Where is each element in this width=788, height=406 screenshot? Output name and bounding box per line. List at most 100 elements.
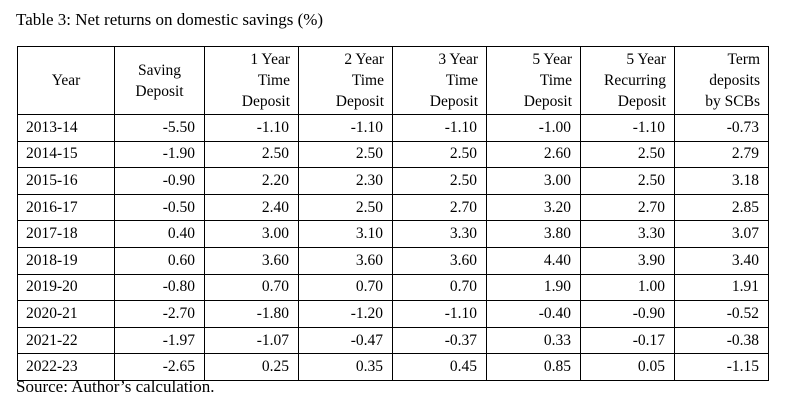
value-cell: -1.20: [298, 300, 393, 328]
column-header-line: Deposit: [523, 93, 572, 110]
value-cell: 0.45: [392, 353, 487, 381]
value-cell: 3.90: [580, 246, 675, 275]
table-body: 2013-14 -5.50 -1.10 -1.10 -1.10 -1.00 -1.10 -0.…: [17, 114, 769, 381]
column-header: Year: [17, 46, 115, 115]
value-cell: 3.60: [204, 246, 299, 275]
column-header-line: Term: [727, 51, 760, 68]
value-cell: 4.40: [486, 246, 581, 275]
column-header-line: deposits: [709, 72, 760, 89]
value-cell: -1.90: [114, 140, 205, 169]
value-cell: 2.70: [392, 193, 487, 222]
value-cell: -0.80: [114, 273, 205, 302]
value-cell: 0.85: [486, 353, 581, 381]
value-cell: 1.90: [486, 273, 581, 302]
net-returns-table: Year Saving Deposit 1 Year Time Deposit 2 Year…: [17, 46, 769, 381]
column-header-line: 2 Year: [344, 51, 384, 68]
column-header-line: Year: [51, 72, 81, 89]
value-cell: 3.60: [298, 246, 393, 275]
value-cell: 0.40: [114, 220, 205, 248]
table-row: 2020-21 -2.70 -1.80 -1.20 -1.10 -0.40 -0.90 -0.…: [17, 300, 769, 328]
column-header: 2 Year Time Deposit: [298, 46, 393, 115]
column-header: Term deposits by SCBs: [674, 46, 769, 115]
table-row: 2021-22 -1.97 -1.07 -0.47 -0.37 0.33 -0.17 -0.3…: [17, 326, 769, 355]
value-cell: -2.70: [114, 300, 205, 328]
value-cell: -0.90: [580, 300, 675, 328]
column-header-line: Deposit: [241, 93, 290, 110]
value-cell: 3.18: [674, 167, 769, 195]
value-cell: 2.85: [674, 193, 769, 222]
value-cell: -1.15: [674, 353, 769, 381]
value-cell: 2.50: [580, 167, 675, 195]
column-header-line: 3 Year: [438, 51, 478, 68]
table-row: 2017-18 0.40 3.00 3.10 3.30 3.80 3.30 3.07: [17, 220, 769, 248]
value-cell: -1.10: [392, 300, 487, 328]
column-header: Saving Deposit: [114, 46, 205, 115]
value-cell: 3.00: [486, 167, 581, 195]
value-cell: 3.80: [486, 220, 581, 248]
column-header-line: 5 Year: [532, 51, 572, 68]
value-cell: -0.17: [580, 326, 675, 355]
table-row: 2016-17 -0.50 2.40 2.50 2.70 3.20 2.70 2.85: [17, 193, 769, 222]
value-cell: 2.79: [674, 140, 769, 169]
value-cell: -0.50: [114, 193, 205, 222]
value-cell: -1.10: [298, 114, 393, 142]
column-header-line: Deposit: [429, 93, 478, 110]
value-cell: 2.50: [298, 140, 393, 169]
table-row: 2014-15 -1.90 2.50 2.50 2.50 2.60 2.50 2.79: [17, 140, 769, 169]
value-cell: 0.60: [114, 246, 205, 275]
value-cell: 2.50: [392, 167, 487, 195]
value-cell: 2.20: [204, 167, 299, 195]
value-cell: 0.33: [486, 326, 581, 355]
value-cell: 3.30: [392, 220, 487, 248]
year-cell: 2014-15: [17, 140, 115, 169]
table-row: 2013-14 -5.50 -1.10 -1.10 -1.10 -1.00 -1.10 -0.…: [17, 114, 769, 142]
year-cell: 2013-14: [17, 114, 115, 142]
year-cell: 2022-23: [17, 353, 115, 381]
value-cell: -1.97: [114, 326, 205, 355]
value-cell: 1.91: [674, 273, 769, 302]
column-header-line: Time: [351, 72, 384, 89]
value-cell: 3.10: [298, 220, 393, 248]
column-header-line: Recurring: [604, 72, 666, 89]
value-cell: 0.25: [204, 353, 299, 381]
value-cell: 0.70: [204, 273, 299, 302]
year-cell: 2019-20: [17, 273, 115, 302]
value-cell: -0.40: [486, 300, 581, 328]
column-header-line: by SCBs: [705, 93, 760, 110]
column-header-line: Deposit: [335, 93, 384, 110]
value-cell: 3.00: [204, 220, 299, 248]
value-cell: -1.80: [204, 300, 299, 328]
value-cell: -5.50: [114, 114, 205, 142]
value-cell: 2.70: [580, 193, 675, 222]
header-row: Year Saving Deposit 1 Year Time Deposit 2 Year…: [17, 46, 769, 115]
value-cell: -1.07: [204, 326, 299, 355]
column-header-line: Time: [257, 72, 290, 89]
value-cell: 2.40: [204, 193, 299, 222]
table-row: 2018-19 0.60 3.60 3.60 3.60 4.40 3.90 3.40: [17, 246, 769, 275]
column-header: 5 Year Time Deposit: [486, 46, 581, 115]
value-cell: 0.05: [580, 353, 675, 381]
column-header-line: Time: [539, 72, 572, 89]
value-cell: 3.60: [392, 246, 487, 275]
column-header: 5 Year Recurring Deposit: [580, 46, 675, 115]
value-cell: -2.65: [114, 353, 205, 381]
source-note: Source: Author’s calculation.: [16, 377, 215, 396]
value-cell: 2.60: [486, 140, 581, 169]
year-cell: 2015-16: [17, 167, 115, 195]
value-cell: 3.40: [674, 246, 769, 275]
table-row: 2015-16 -0.90 2.20 2.30 2.50 3.00 2.50 3.18: [17, 167, 769, 195]
column-header-line: Deposit: [617, 93, 666, 110]
value-cell: -1.10: [392, 114, 487, 142]
value-cell: 1.00: [580, 273, 675, 302]
value-cell: -1.00: [486, 114, 581, 142]
value-cell: -0.47: [298, 326, 393, 355]
value-cell: -1.10: [580, 114, 675, 142]
value-cell: -0.73: [674, 114, 769, 142]
value-cell: -0.52: [674, 300, 769, 328]
value-cell: 0.35: [298, 353, 393, 381]
column-header: 3 Year Time Deposit: [392, 46, 487, 115]
year-cell: 2018-19: [17, 246, 115, 275]
value-cell: 2.50: [580, 140, 675, 169]
column-header-line: Saving: [137, 61, 182, 79]
table-row: 2019-20 -0.80 0.70 0.70 0.70 1.90 1.00 1.91: [17, 273, 769, 302]
